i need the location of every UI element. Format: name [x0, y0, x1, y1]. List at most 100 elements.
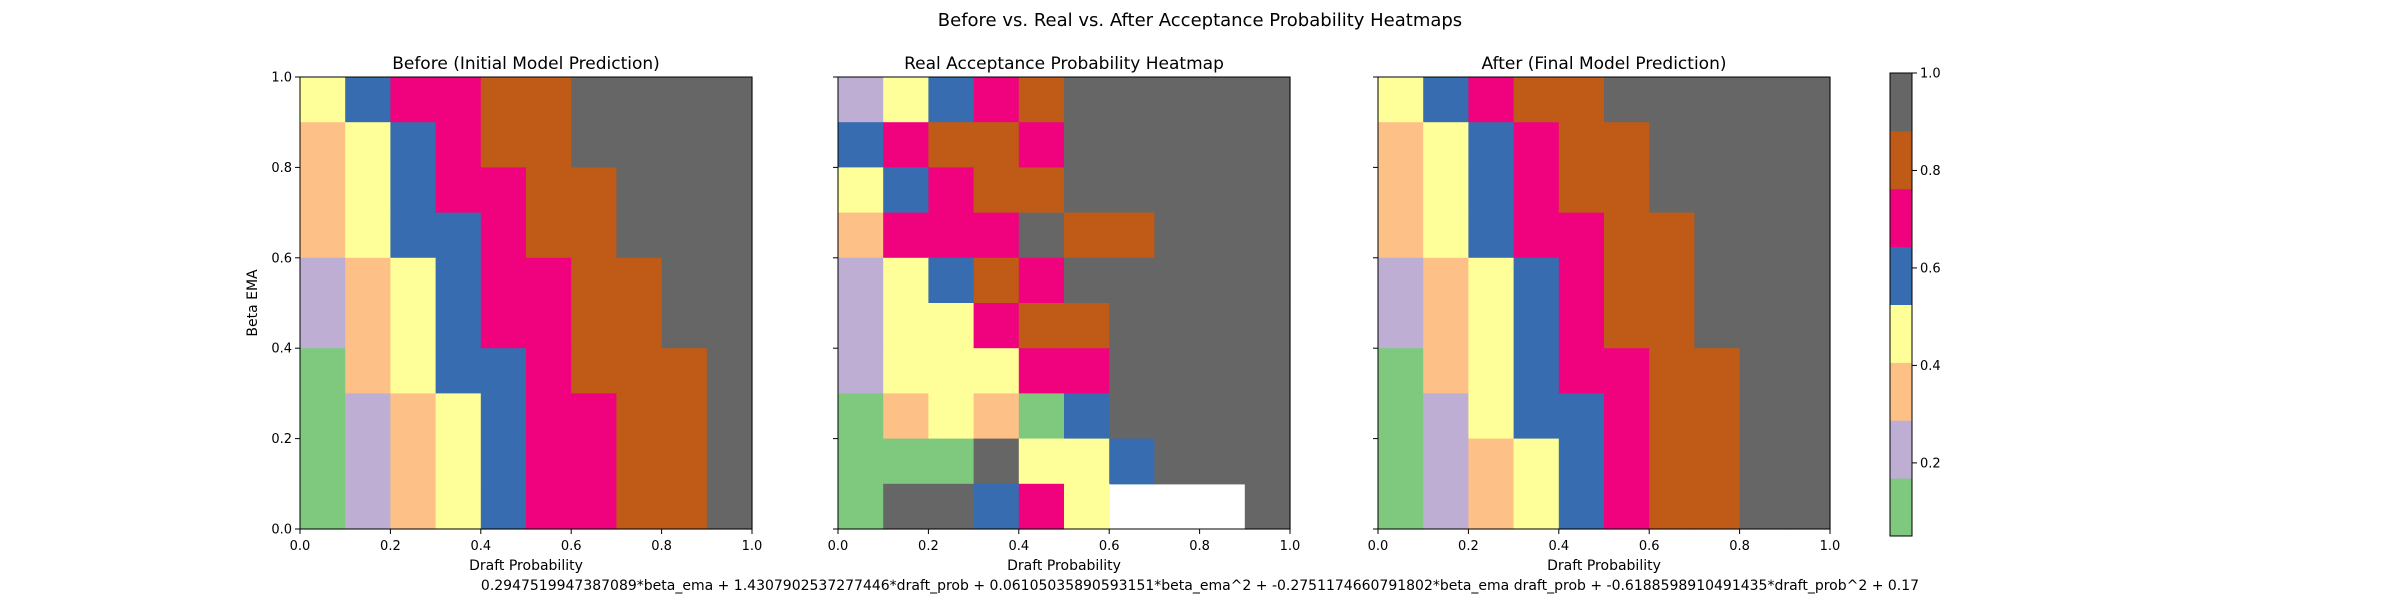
heatmap-cell [616, 212, 663, 259]
x-tick-label: 1.0 [742, 539, 763, 554]
heatmap-cell [1199, 122, 1246, 168]
heatmap-cell [1378, 212, 1424, 259]
fit-equation: 0.2947519947387089*beta_ema + 1.43079025… [481, 578, 1919, 594]
heatmap-cell [706, 438, 753, 485]
heatmap-cell [1423, 303, 1469, 349]
heatmap-cell [1694, 393, 1741, 440]
heatmap-cell [1244, 122, 1291, 168]
heatmap-cell [1604, 122, 1650, 168]
heatmap-cell [300, 212, 346, 259]
y-tick-label: 0.0 [271, 523, 292, 538]
x-axis-label: Draft Probability [1547, 558, 1661, 574]
heatmap-cell [1423, 212, 1469, 259]
colorbar-segment [1890, 362, 1912, 421]
heatmap-cell [838, 167, 884, 214]
heatmap-cell [616, 257, 663, 304]
heatmap-cell [526, 167, 572, 214]
heatmap-cell [1649, 77, 1695, 123]
heatmap-cell [1558, 438, 1605, 485]
x-tick-label: 0.6 [561, 539, 582, 554]
heatmap-cell [661, 212, 708, 259]
panel-title: Before (Initial Model Prediction) [392, 54, 660, 74]
colorbar-tick-label: 0.4 [1920, 359, 1941, 374]
heatmap-cell [526, 393, 572, 440]
heatmap-cell [300, 122, 346, 168]
heatmap-cell [1378, 303, 1424, 349]
heatmap-cell [616, 393, 663, 440]
heatmap-cell [526, 438, 572, 485]
heatmap-cell [345, 77, 391, 123]
heatmap-cell [1378, 122, 1424, 168]
heatmap-cell [661, 393, 708, 440]
heatmap-cell [1199, 167, 1246, 214]
heatmap-cell [390, 122, 437, 168]
heatmap-cell [1694, 303, 1741, 349]
heatmap-cell [1018, 212, 1065, 259]
heatmap-cell [1649, 483, 1695, 530]
heatmap-cell [838, 393, 884, 440]
x-tick-label: 1.0 [1820, 539, 1841, 554]
heatmap-cell [480, 303, 527, 349]
heatmap-cell [571, 167, 617, 214]
heatmap-cell [571, 122, 617, 168]
heatmap-cell [1064, 77, 1110, 123]
x-tick-label: 0.6 [1639, 539, 1660, 554]
heatmap-cell [1694, 167, 1741, 214]
heatmap-cell [1109, 212, 1155, 259]
heatmap-cell [706, 348, 753, 394]
heatmap-cell [706, 393, 753, 440]
heatmap-cell [1064, 483, 1110, 530]
heatmap-cell [526, 77, 572, 123]
heatmap-cell [1784, 483, 1831, 530]
heatmap-cell [1649, 438, 1695, 485]
heatmap-cell [1109, 348, 1155, 394]
x-axis-label: Draft Probability [1007, 558, 1121, 574]
heatmap-cell [1154, 77, 1201, 123]
heatmap-cell [838, 483, 884, 530]
heatmap-cell [1513, 438, 1560, 485]
heatmap-cell [616, 483, 663, 530]
axes-frame [837, 76, 1291, 530]
heatmap-cell [1244, 167, 1291, 214]
heatmap-cell [480, 348, 527, 394]
heatmap-cell [928, 438, 975, 485]
heatmap-cell [1649, 167, 1695, 214]
heatmap-cell [1154, 167, 1201, 214]
heatmap-cell [480, 77, 527, 123]
heatmap-cell [1064, 303, 1110, 349]
heatmap-cell [571, 438, 617, 485]
heatmap-cell [1154, 393, 1201, 440]
heatmap-cell [1018, 483, 1065, 530]
heatmap-cell [1558, 483, 1605, 530]
heatmap-cell [973, 348, 1020, 394]
y-tick-label: 1.0 [271, 71, 292, 86]
heatmap-cell [1423, 77, 1469, 123]
x-tick-label: 0.6 [1099, 539, 1120, 554]
heatmap-cell [928, 257, 975, 304]
heatmap-cell [345, 303, 391, 349]
heatmap-cell [1154, 122, 1201, 168]
heatmap-cell [838, 303, 884, 349]
heatmap-cell [1513, 77, 1560, 123]
heatmap-cell [1784, 303, 1831, 349]
heatmap-cell [345, 212, 391, 259]
heatmap-cell [1513, 303, 1560, 349]
colorbar-segment [1890, 73, 1912, 132]
heatmap-cell [526, 483, 572, 530]
heatmap-cell [883, 122, 929, 168]
heatmap-cell [1558, 122, 1605, 168]
heatmap-panel-3: 0.0 0.2 0.4 0.6 0.8 1.0 After (Final Model Pre… [1368, 54, 1841, 574]
heatmap-cell [616, 303, 663, 349]
heatmap-cell [838, 257, 884, 304]
heatmap-cell [661, 438, 708, 485]
heatmap-cell [1784, 393, 1831, 440]
heatmap-cell [1064, 122, 1110, 168]
heatmap-cell [1604, 167, 1650, 214]
heatmap-cell [1513, 257, 1560, 304]
heatmap-cell [616, 348, 663, 394]
heatmap-cell [1649, 303, 1695, 349]
heatmap-cell [480, 438, 527, 485]
heatmap-cell [1244, 393, 1291, 440]
heatmap-cell [1109, 122, 1155, 168]
heatmap-cell [1018, 257, 1065, 304]
